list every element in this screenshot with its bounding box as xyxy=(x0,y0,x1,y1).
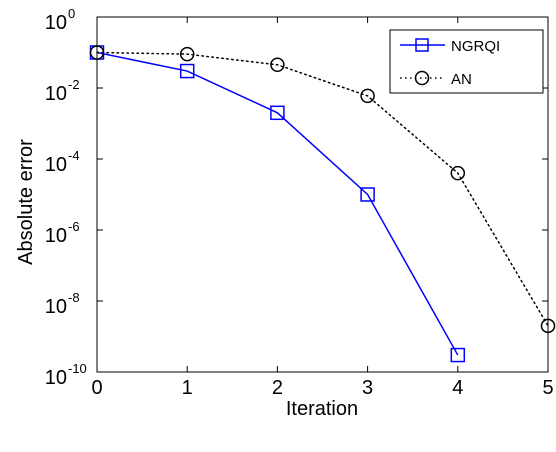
y-tick-label-exp-5: -10 xyxy=(68,361,87,376)
y-tick-label-2: 10 xyxy=(45,154,67,176)
y-tick-label-1: 10 xyxy=(45,83,67,105)
y-tick-label-exp-4: -8 xyxy=(68,290,80,305)
x-tick-label-5: 5 xyxy=(542,377,553,399)
legend: NGRQI AN xyxy=(389,29,544,94)
point-an-5 xyxy=(540,318,556,334)
x-tick-label-3: 3 xyxy=(362,377,373,399)
y-tick-label-exp-1: -2 xyxy=(68,77,80,92)
series-line-an xyxy=(96,51,549,327)
point-an-4 xyxy=(450,165,466,181)
y-tick-label-exp-0: 0 xyxy=(68,6,75,21)
y-axis-label: Absolute error xyxy=(15,139,37,265)
point-an-2 xyxy=(270,57,285,73)
legend-an-marker xyxy=(414,70,430,86)
x-axis-label: Iteration xyxy=(286,398,358,420)
legend-an-label: AN xyxy=(451,71,472,88)
x-tick-label-0: 0 xyxy=(91,377,102,399)
legend-ngrqi-label: NGRQI xyxy=(451,38,500,55)
series-layer xyxy=(89,45,556,363)
x-tick-label-2: 2 xyxy=(272,377,283,399)
point-ngrqi-4 xyxy=(450,347,466,363)
x-tick-label-4: 4 xyxy=(452,377,463,399)
axis-ticks xyxy=(96,16,549,373)
y-tick-label-0: 10 xyxy=(45,12,67,34)
y-tick-label-exp-2: -4 xyxy=(68,148,80,163)
point-ngrqi-3 xyxy=(360,187,375,202)
point-ngrqi-1 xyxy=(179,63,195,79)
point-an-0 xyxy=(89,45,105,60)
series-line-ngrqi xyxy=(96,51,459,356)
legend-ngrqi-marker xyxy=(415,38,429,52)
x-tick-label-1: 1 xyxy=(182,377,193,399)
y-tick-label-3: 10 xyxy=(45,225,67,247)
y-tick-label-exp-3: -6 xyxy=(68,219,80,234)
y-tick-label-5: 10 xyxy=(45,367,67,389)
point-an-1 xyxy=(179,46,195,62)
y-tick-label-4: 10 xyxy=(45,296,67,318)
point-an-3 xyxy=(360,88,375,104)
point-ngrqi-2 xyxy=(270,105,285,121)
